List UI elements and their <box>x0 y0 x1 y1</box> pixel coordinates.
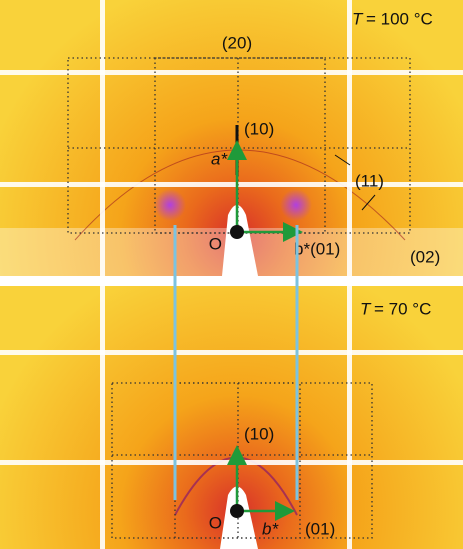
temperature-value: = 70 °C <box>374 299 431 318</box>
reflection-label: (10) <box>244 119 274 138</box>
reflection-label: (10) <box>244 424 274 443</box>
reflection-label: (11) <box>355 171 384 190</box>
axis-label: a* <box>211 149 228 168</box>
temperature-symbol: T <box>352 9 364 28</box>
panel-top: T = 100 °C (20) (10) (11) (02) O a* b*(0… <box>0 0 463 276</box>
reflection-label: (20) <box>222 33 252 52</box>
temperature-value: = 100 °C <box>366 9 433 28</box>
axis-label: b* <box>262 519 279 538</box>
origin-label: O <box>209 513 222 532</box>
temperature-symbol: T <box>360 299 372 318</box>
origin-label: O <box>209 234 222 253</box>
reflection-label: (02) <box>410 247 440 266</box>
axis-label: b*(01) <box>294 239 340 258</box>
panel-bottom: T = 70 °C (10) (01) O b* <box>0 286 463 549</box>
reflection-label: (01) <box>305 519 335 538</box>
